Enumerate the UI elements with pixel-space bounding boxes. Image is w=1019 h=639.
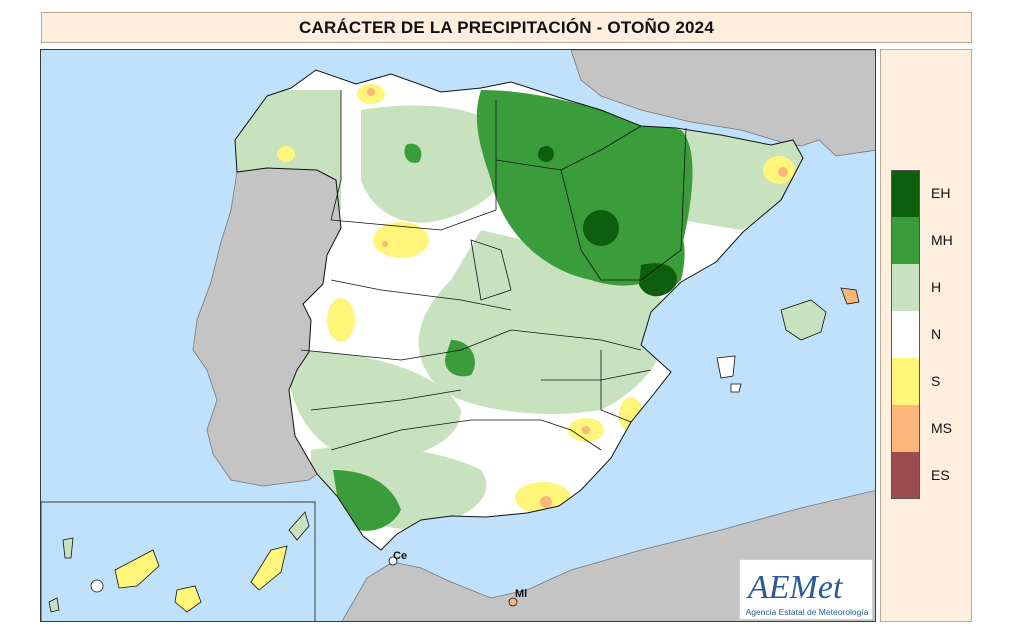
melilla-label: Ml	[515, 588, 528, 600]
legend-swatch	[891, 217, 920, 264]
legend-swatch	[891, 358, 920, 405]
map-area: Ce Ml AEMet Agencia Estatal de Meteorolo…	[40, 49, 876, 622]
map-title: CARÁCTER DE LA PRECIPITACIÓN - OTOÑO 202…	[299, 17, 714, 37]
legend-swatch	[891, 452, 920, 499]
legend-swatch	[891, 311, 920, 358]
balearic-islands	[716, 287, 860, 393]
legend-label: MS	[931, 420, 952, 436]
legend-panel: EH MH H N S MS ES	[880, 49, 972, 622]
legend-label: ES	[931, 467, 950, 483]
aemet-logo: AEMet Agencia Estatal de Meteorología	[739, 559, 873, 620]
legend-item-h: H	[891, 264, 971, 311]
legend-item-ms: MS	[891, 405, 971, 452]
ceuta-marker	[388, 556, 398, 566]
legend-label: S	[931, 373, 941, 389]
legend-item-n: N	[891, 311, 971, 358]
legend-label: H	[931, 279, 942, 295]
france-land	[570, 50, 875, 157]
legend-swatch	[891, 170, 920, 217]
aemet-subtitle: Agencia Estatal de Meteorología	[745, 607, 869, 617]
legend-item-es: ES	[891, 452, 971, 499]
precipitation-map	[41, 50, 875, 621]
melilla-marker	[508, 597, 518, 607]
region-borders	[300, 90, 687, 451]
title-bar: CARÁCTER DE LA PRECIPITACIÓN - OTOÑO 202…	[41, 12, 972, 43]
legend-item-eh: EH	[891, 170, 971, 217]
aemet-logo-word: AEMet	[746, 569, 844, 606]
canary-inset	[41, 501, 316, 621]
ceuta-label: Ce	[393, 550, 408, 562]
legend-label: N	[931, 326, 942, 342]
legend-swatch	[891, 264, 920, 311]
precipitation-zones	[235, 70, 803, 531]
legend-item-mh: MH	[891, 217, 971, 264]
legend-label: MH	[931, 232, 953, 248]
aemet-brand-text: AEMet	[746, 569, 844, 606]
legend-swatch	[891, 405, 920, 452]
legend-label: EH	[931, 185, 951, 201]
legend-item-s: S	[891, 358, 971, 405]
